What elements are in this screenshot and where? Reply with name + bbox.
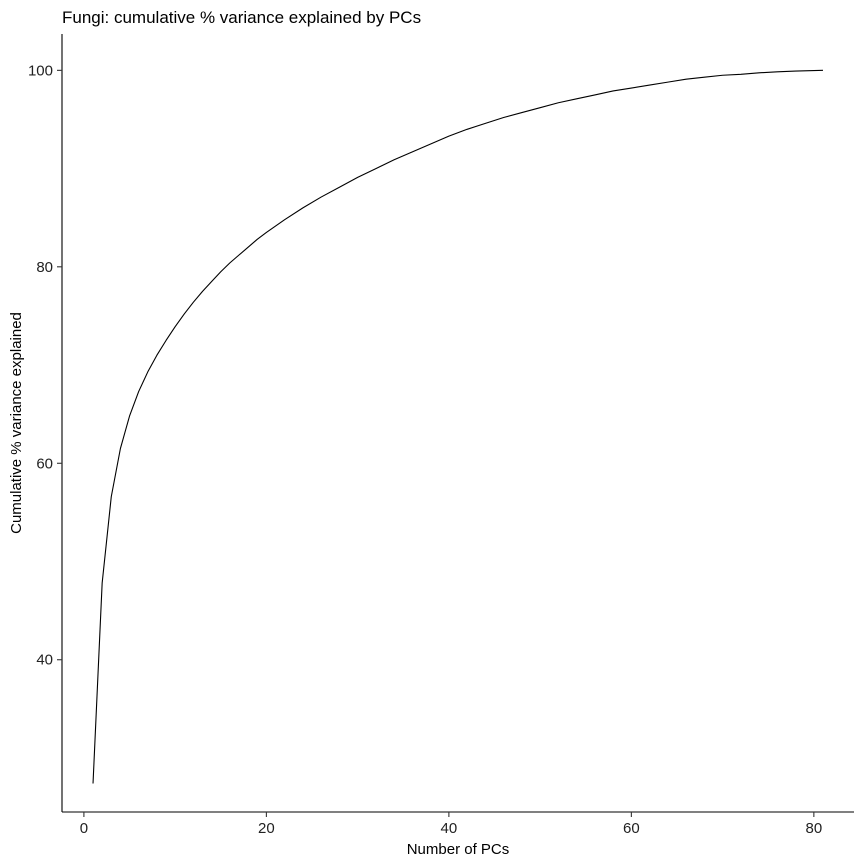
y-tick-label: 100 — [28, 62, 53, 79]
y-tick-label: 40 — [36, 652, 53, 669]
x-tick-label: 80 — [806, 820, 823, 837]
x-axis-title: Number of PCs — [407, 841, 510, 858]
y-tick-label: 60 — [36, 455, 53, 472]
x-tick-label: 0 — [80, 820, 88, 837]
x-tick-label: 40 — [441, 820, 458, 837]
plot-area: 0 20 40 60 80 40 60 80 100 — [28, 34, 854, 837]
x-tick-label: 20 — [258, 820, 275, 837]
y-tick-label: 80 — [36, 259, 53, 276]
y-axis-title: Cumulative % variance explained — [8, 312, 25, 534]
chart-title: Fungi: cumulative % variance explained b… — [62, 8, 421, 27]
series-line — [92, 69, 823, 784]
x-tick-label: 60 — [623, 820, 640, 837]
